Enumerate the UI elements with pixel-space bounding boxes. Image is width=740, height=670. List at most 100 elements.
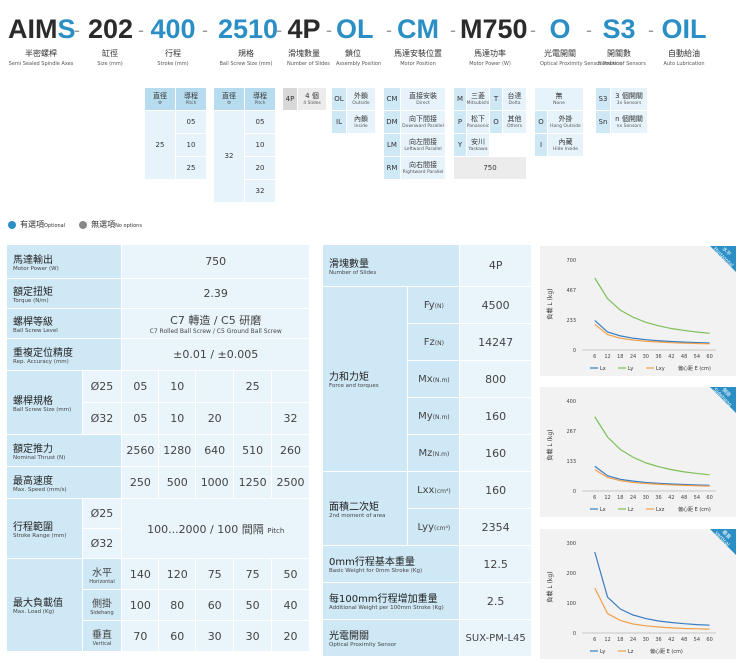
sensors-desc-sn[interactable]: n 個開關 nx Sensors	[611, 111, 647, 133]
spec-pitch-10[interactable]: 10	[245, 134, 275, 156]
x-tick-label: 6	[593, 495, 596, 501]
code-dash: -	[648, 20, 654, 40]
brand-desc-m[interactable]: 三菱 Mitsubishi	[467, 88, 489, 110]
slides-cell: 4P	[459, 244, 532, 287]
sensors-desc-s3[interactable]: 3 個開關 3x Sensors	[611, 88, 647, 110]
screw-dia-value[interactable]: 25	[145, 111, 175, 179]
brand-code-t[interactable]: T	[490, 88, 502, 110]
spec-dia-value[interactable]: 32	[214, 111, 244, 202]
code-segment-0: AIMS 半密螺桿 Semi Sealed Spindle Axes	[8, 14, 76, 67]
screw-pitch-header: 導程 Pitch	[176, 88, 206, 110]
x-tick-label: 42	[668, 495, 674, 501]
screw-pitch-05[interactable]: 05	[176, 111, 206, 133]
y-tick-label: 700	[566, 258, 576, 264]
legend: 有選項Optional 無選項No options	[8, 219, 142, 230]
chart-ribbon	[710, 246, 736, 272]
chart-sidehang: 負載 L (kg) 0 133 267 400 6 12 18 24 30 36 42 48 54 60 Lx…	[540, 387, 736, 517]
screw-spec-label: 螺桿規格 Ball Screw Size (mm)	[6, 370, 83, 435]
sensor-code-o[interactable]: O	[535, 111, 547, 133]
x-tick-label: 54	[694, 354, 700, 360]
screw-grade-label: 螺桿等級 Ball Screw Level	[5, 308, 123, 339]
code-dash: -	[138, 20, 144, 40]
spec-pitch-05[interactable]: 05	[245, 111, 275, 133]
brand-code-y[interactable]: Y	[454, 134, 466, 156]
code-dash: -	[450, 20, 456, 40]
x-tick-label: 36	[655, 637, 661, 643]
code-dash: -	[386, 20, 392, 40]
chart-ribbon	[710, 529, 736, 555]
no-option-dot-icon	[79, 220, 88, 229]
x-tick-label: 60	[706, 354, 712, 360]
x-tick-label: 12	[604, 495, 610, 501]
assembly-code-ol[interactable]: OL	[332, 88, 346, 110]
y-axis-label: 負載 L (kg)	[546, 288, 554, 319]
repeat-label: 重複定位精度 Rep. Accuracy (mm)	[5, 338, 123, 371]
stroke-label: 行程範圍 Stroke Range (mm)	[6, 498, 83, 559]
sensor-desc-i[interactable]: 內藏 Hide Inside	[548, 134, 583, 156]
motor-pos-code-cm[interactable]: CM	[384, 88, 400, 110]
legend-label: Lx	[600, 366, 606, 372]
legend-label: Ly	[628, 366, 633, 372]
brand-desc-y[interactable]: 安川 Yaskawa	[467, 134, 489, 156]
spec-pitch-32[interactable]: 32	[245, 180, 275, 202]
sensor-none[interactable]: 無 None	[535, 88, 583, 110]
sensors-code-s3[interactable]: S3	[596, 88, 610, 110]
brand-code-p[interactable]: P	[454, 111, 466, 133]
brand-desc-o[interactable]: 其他 Others	[503, 111, 526, 133]
code-segment-6: CM 馬達安裝位置 Motor Position	[394, 14, 442, 67]
brand-desc-p[interactable]: 松下 Panasonic	[467, 111, 489, 133]
code-segment-1: 202 缸徑 Size (mm)	[88, 14, 134, 67]
legend-optional: 有選項Optional	[20, 220, 66, 229]
series-line-lx	[594, 465, 710, 486]
assembly-code-il[interactable]: IL	[332, 111, 346, 133]
brand-desc-t[interactable]: 台達 Delta	[503, 88, 526, 110]
speed-label: 最高速度 Max. Speed (mm/s)	[5, 466, 123, 499]
x-tick-label: 54	[694, 637, 700, 643]
x-tick-label: 12	[604, 354, 610, 360]
moment-label: 面積二次矩 2nd moment of area	[321, 471, 409, 546]
screw-spec-dia: Ø25	[81, 370, 123, 403]
code-segment-3: 2510 規格 Ball Screw Size (mm)	[218, 14, 279, 67]
x-axis-label: 偏心距 E (cm)	[678, 365, 711, 372]
load-label: 最大負載值 Max. Load (Kg)	[6, 558, 83, 652]
brand-code-o[interactable]: O	[490, 111, 502, 133]
y-tick-label: 400	[566, 399, 576, 405]
x-tick-label: 42	[668, 354, 674, 360]
sensors-code-sn[interactable]: Sn	[596, 111, 610, 133]
spec-dia-header: 直徑 Φ	[214, 88, 244, 110]
y-tick-label: 100	[566, 601, 576, 607]
x-tick-label: 60	[706, 495, 712, 501]
assembly-desc-il[interactable]: 內鎖 Inside	[347, 111, 375, 133]
spec-table-right: 滑塊數量 Number of Slides 4P 力和力矩 Force and to…	[321, 244, 532, 657]
y-tick-label: 0	[573, 489, 576, 495]
y-tick-label: 133	[566, 459, 576, 465]
screw-pitch-10[interactable]: 10	[176, 134, 206, 156]
y-axis-label: 負載 L (kg)	[546, 571, 554, 602]
assembly-desc-ol[interactable]: 外鎖 Outside	[347, 88, 375, 110]
stroke-cell: 100...2000 / 100 間隔 Pitch	[121, 498, 310, 559]
code-dash: -	[326, 20, 332, 40]
spec-pitch-20[interactable]: 20	[245, 157, 275, 179]
motor-pos-desc-rm[interactable]: 向右間接 Rightward Parallel	[401, 157, 445, 179]
series-line-ly	[594, 277, 710, 334]
sensor-code-i[interactable]: I	[535, 134, 547, 156]
code-dash: -	[202, 20, 208, 40]
x-tick-label: 42	[668, 637, 674, 643]
motor-pos-desc-cm[interactable]: 直接安裝 Direct	[401, 88, 445, 110]
code-segment-9: S3 開關數 Number of Sensors	[598, 14, 646, 67]
repeat-cell: ±0.01 / ±0.005	[121, 338, 310, 371]
motor-pos-code-dm[interactable]: DM	[384, 111, 400, 133]
x-tick-label: 30	[643, 637, 649, 643]
motor-pos-desc-lm[interactable]: 向左間接 Leftward Parallel	[401, 134, 445, 156]
motor-pos-code-lm[interactable]: LM	[384, 134, 400, 156]
y-tick-label: 0	[573, 348, 576, 354]
sensor-desc-o[interactable]: 外掛 Hang Outside	[548, 111, 583, 133]
brand-code-m[interactable]: M	[454, 88, 466, 110]
motor-pos-code-rm[interactable]: RM	[384, 157, 400, 179]
motor-pos-desc-dm[interactable]: 向下間接 Downward Parallel	[401, 111, 445, 133]
series-line-lz	[594, 416, 710, 476]
x-tick-label: 24	[630, 637, 636, 643]
legend-label: Lxy	[656, 366, 665, 372]
screw-pitch-25[interactable]: 25	[176, 157, 206, 179]
x-axis-label: 偏心距 E (cm)	[650, 648, 683, 655]
